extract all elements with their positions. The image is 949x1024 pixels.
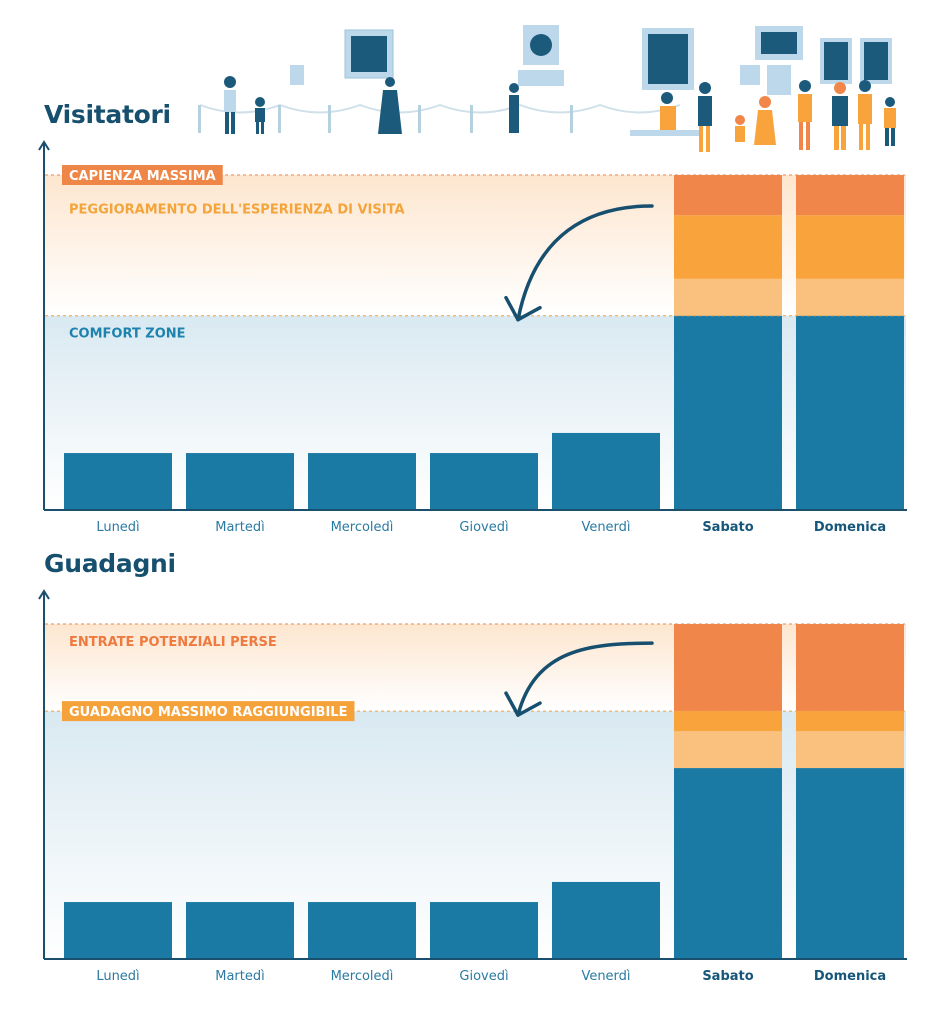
- bar-martedì-segment-0: [186, 902, 294, 959]
- arrow-head: [504, 691, 542, 717]
- bar-giovedì-segment-0: [430, 902, 538, 959]
- bar-sabato-segment-3: [674, 624, 782, 712]
- threshold-label: COMFORT ZONE: [69, 327, 186, 342]
- bar-domenica-segment-3: [796, 624, 904, 712]
- x-tick-label: Venerdì: [581, 520, 630, 535]
- x-tick-label: Mercoledì: [331, 969, 394, 984]
- bar-sabato-segment-0: [674, 315, 782, 510]
- bar-venerdì-segment-0: [552, 432, 660, 510]
- stanchions: [198, 105, 573, 133]
- bar-mercoledì-segment-0: [308, 453, 416, 510]
- x-tick-label: Domenica: [814, 520, 886, 535]
- earnings-bar-chart: GUADAGNO MASSIMO RAGGIUNGIBILE ENTRATE PO…: [38, 589, 907, 984]
- x-tick-label: Venerdì: [581, 969, 630, 984]
- curved-arrow: [516, 204, 654, 322]
- bar-domenica-segment-3: [796, 175, 904, 216]
- museum-visitors-illustration: [198, 25, 896, 152]
- bar-domenica-segment-1: [796, 731, 904, 769]
- threshold-label: CAPIENZA MASSIMA: [69, 169, 216, 184]
- bar-venerdì-segment-0: [552, 881, 660, 959]
- y-axis-arrow: [38, 140, 50, 151]
- x-tick-label: Martedì: [215, 520, 265, 535]
- chart-title: Guadagni: [44, 549, 176, 578]
- x-tick-label: Giovedì: [459, 520, 508, 535]
- x-tick-label: Sabato: [702, 969, 753, 984]
- framed-paintings: [290, 25, 892, 95]
- curved-arrow: [516, 641, 654, 717]
- bar-sabato-segment-3: [674, 175, 782, 216]
- y-axis-arrow: [38, 589, 50, 600]
- chart-title: Visitatori: [44, 100, 171, 129]
- bar-sabato-segment-2: [674, 711, 782, 732]
- x-tick-label: Lunedì: [96, 520, 139, 535]
- x-tick-label: Domenica: [814, 969, 886, 984]
- bar-lunedì-segment-0: [64, 902, 172, 959]
- visitor-figures: [224, 76, 896, 152]
- bar-martedì-segment-0: [186, 453, 294, 510]
- x-tick-label: Giovedì: [459, 969, 508, 984]
- x-tick-label: Martedì: [215, 969, 265, 984]
- bar-giovedì-segment-0: [430, 453, 538, 510]
- x-tick-label: Sabato: [702, 520, 753, 535]
- band-label: PEGGIORAMENTO DELL'ESPERIENZA DI VISITA: [69, 203, 405, 218]
- bar-domenica-segment-1: [796, 278, 904, 316]
- bar-sabato-segment-1: [674, 278, 782, 316]
- x-tick-label: Lunedì: [96, 969, 139, 984]
- bar-domenica-segment-0: [796, 315, 904, 510]
- rope-barrier: [199, 103, 681, 114]
- bar-sabato-segment-2: [674, 215, 782, 279]
- x-tick-label: Mercoledì: [331, 520, 394, 535]
- bar-domenica-segment-2: [796, 215, 904, 279]
- bar-lunedì-segment-0: [64, 453, 172, 510]
- threshold-badge: [62, 165, 223, 185]
- threshold-label: GUADAGNO MASSIMO RAGGIUNGIBILE: [69, 705, 347, 720]
- bar-sabato-segment-0: [674, 768, 782, 959]
- bar-sabato-segment-1: [674, 731, 782, 769]
- arrow-head: [504, 295, 542, 322]
- visitors-bar-chart: CAPIENZA MASSIMA COMFORT ZONE PEGGIORAMENT…: [38, 140, 907, 535]
- bar-domenica-segment-2: [796, 711, 904, 732]
- threshold-badge: [62, 701, 355, 722]
- band-label: ENTRATE POTENZIALI PERSE: [69, 635, 277, 650]
- bar-domenica-segment-0: [796, 768, 904, 959]
- bar-mercoledì-segment-0: [308, 902, 416, 959]
